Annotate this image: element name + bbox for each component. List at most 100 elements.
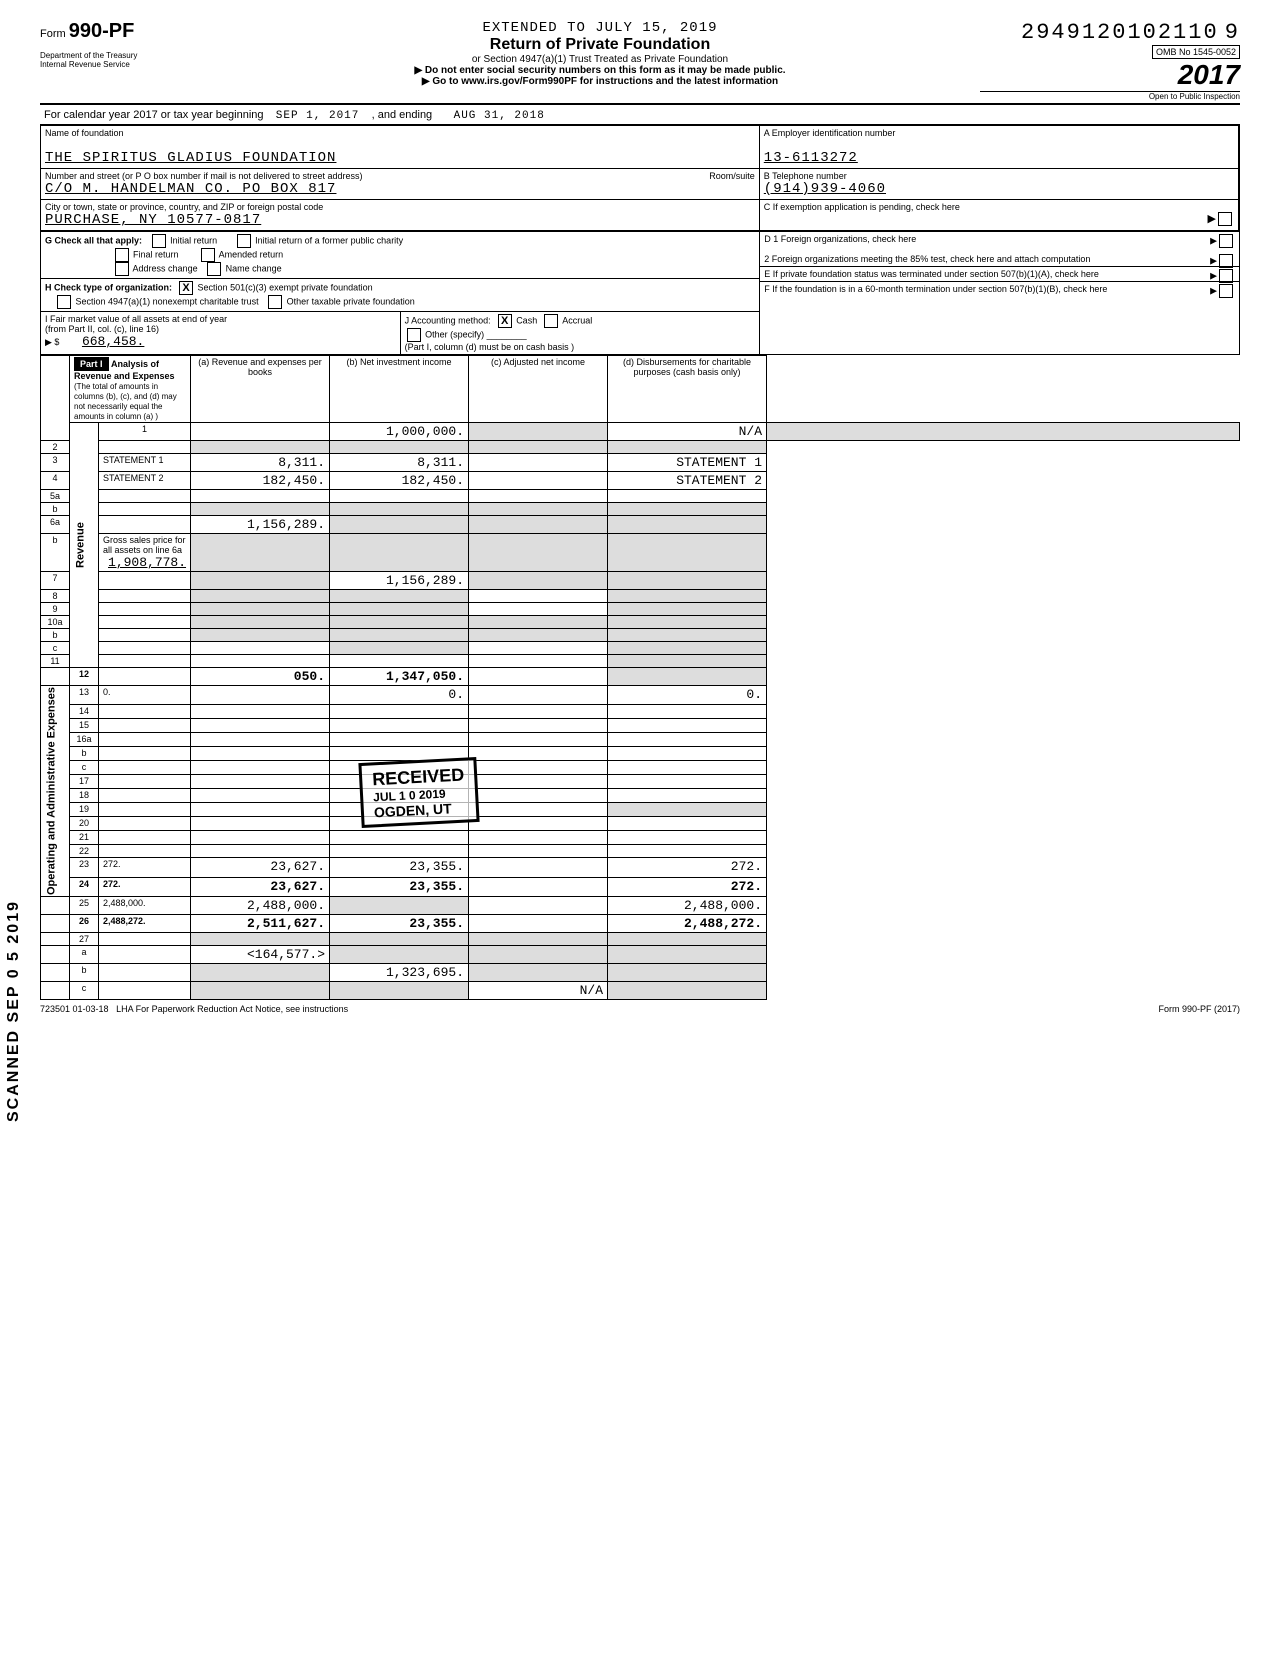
- table-row: 6a1,156,289.: [41, 516, 1240, 534]
- line6b-value: 1,908,778.: [108, 555, 186, 570]
- address-value: C/O M. HANDELMAN CO. PO BOX 817: [45, 181, 755, 197]
- j-cash-checkbox[interactable]: X: [498, 314, 512, 328]
- table-row: 20: [41, 816, 1240, 830]
- table-row: 23272.23,627.23,355.272.: [41, 858, 1240, 877]
- table-row: 24272.23,627.23,355.272.: [41, 877, 1240, 896]
- col-b-header: (b) Net investment income: [330, 356, 469, 423]
- d1-label: D 1 Foreign organizations, check here: [764, 234, 916, 244]
- expenses-label: Operating and Administrative Expenses: [41, 686, 70, 897]
- i-arrow: ▶ $: [45, 337, 59, 347]
- footer-code: 723501 01-03-18: [40, 1004, 109, 1014]
- h-501c3-checkbox[interactable]: X: [179, 281, 193, 295]
- table-row: 15: [41, 719, 1240, 733]
- top-number-suffix: 9: [1225, 20, 1240, 45]
- j-other: Other (specify): [425, 329, 484, 339]
- table-row: 252,488,000.2,488,000.2,488,000.: [41, 897, 1240, 915]
- subtitle-2: ▶ Do not enter social security numbers o…: [220, 65, 980, 76]
- name-label: Name of foundation: [45, 128, 755, 138]
- table-row: bGross sales price for all assets on lin…: [41, 534, 1240, 572]
- table-row: 12050.1,347,050.: [41, 668, 1240, 686]
- table-row: a<164,577.>: [41, 946, 1240, 964]
- ein-label: A Employer identification number: [764, 128, 1234, 138]
- table-row: 4STATEMENT 2182,450.182,450.STATEMENT 2: [41, 472, 1240, 490]
- table-row: b: [41, 503, 1240, 516]
- table-row: 11: [41, 655, 1240, 668]
- table-row: 27: [41, 933, 1240, 946]
- c-label: C If exemption application is pending, c…: [764, 202, 1234, 212]
- address-change-checkbox[interactable]: [115, 262, 129, 276]
- table-row: 71,156,289.: [41, 572, 1240, 590]
- initial-former-checkbox[interactable]: [237, 234, 251, 248]
- ein-value: 13-6113272: [764, 150, 1234, 166]
- e-label: E If private foundation status was termi…: [764, 269, 1099, 279]
- initial-former: Initial return of a former public charit…: [255, 235, 403, 245]
- d2-label: 2 Foreign organizations meeting the 85% …: [764, 254, 1090, 264]
- tax-year: 2017: [980, 59, 1240, 91]
- phone-label: B Telephone number: [764, 171, 1234, 181]
- table-row: Revenue 11,000,000.N/A: [41, 423, 1240, 441]
- form-header: Form 990-PF Department of the Treasury I…: [40, 20, 1240, 101]
- h-other-checkbox[interactable]: [268, 295, 282, 309]
- initial-return-checkbox[interactable]: [152, 234, 166, 248]
- d2-checkbox[interactable]: [1219, 254, 1233, 268]
- subtitle-3: ▶ Go to www.irs.gov/Form990PF for instru…: [220, 76, 980, 87]
- h-other: Other taxable private foundation: [287, 296, 415, 306]
- table-row: 22: [41, 844, 1240, 858]
- extended-to: EXTENDED TO JULY 15, 2019: [220, 20, 980, 36]
- dept-label: Department of the Treasury: [40, 51, 220, 60]
- foundation-name: THE SPIRITUS GLADIUS FOUNDATION: [45, 150, 755, 166]
- table-row: b: [41, 747, 1240, 761]
- room-label: Room/suite: [709, 171, 755, 181]
- table-row: b: [41, 629, 1240, 642]
- top-number: 2949120102110: [1021, 20, 1219, 45]
- table-row: 10a: [41, 616, 1240, 629]
- i-label: I Fair market value of all assets at end…: [45, 314, 227, 324]
- period-mid: , and ending: [372, 109, 433, 121]
- table-row: c: [41, 760, 1240, 774]
- form-title: Return of Private Foundation: [220, 36, 980, 54]
- h-4947: Section 4947(a)(1) nonexempt charitable …: [76, 296, 259, 306]
- f-label: F If the foundation is in a 60-month ter…: [764, 284, 1107, 294]
- city-value: PURCHASE, NY 10577-0817: [45, 212, 755, 228]
- initial-return: Initial return: [170, 235, 217, 245]
- j-other-checkbox[interactable]: [407, 328, 421, 342]
- h-label: H Check type of organization:: [45, 282, 172, 292]
- part1-title: Part I: [74, 357, 109, 371]
- revenue-label: Revenue: [70, 423, 99, 668]
- e-checkbox[interactable]: [1219, 269, 1233, 283]
- h-4947-checkbox[interactable]: [57, 295, 71, 309]
- received-location: OGDEN, UT: [374, 800, 467, 821]
- i-value: 668,458.: [82, 334, 144, 349]
- amended-return: Amended return: [219, 249, 284, 259]
- final-return-checkbox[interactable]: [115, 248, 129, 262]
- table-row: 2: [41, 441, 1240, 454]
- j-cash: Cash: [516, 315, 537, 325]
- table-row: 3STATEMENT 18,311.8,311.STATEMENT 1: [41, 454, 1240, 472]
- city-label: City or town, state or province, country…: [45, 202, 755, 212]
- part1-table: Part I Analysis of Revenue and Expenses …: [40, 355, 1240, 1000]
- footer-form: Form 990-PF (2017): [1158, 1004, 1240, 1014]
- page-footer: 723501 01-03-18 LHA For Paperwork Reduct…: [40, 1004, 1240, 1014]
- d1-checkbox[interactable]: [1219, 234, 1233, 248]
- amended-checkbox[interactable]: [201, 248, 215, 262]
- received-stamp: RECEIVED JUL 1 0 2019 OGDEN, UT: [358, 757, 479, 828]
- f-checkbox[interactable]: [1219, 284, 1233, 298]
- address-label: Number and street (or P O box number if …: [45, 171, 362, 181]
- i-from: (from Part II, col. (c), line 16): [45, 324, 159, 334]
- inspection-label: Open to Public Inspection: [980, 91, 1240, 101]
- phone-value: (914)939-4060: [764, 181, 1234, 197]
- period-end: AUG 31, 2018: [454, 110, 545, 122]
- table-row: 8: [41, 590, 1240, 603]
- part1-note: (The total of amounts in columns (b), (c…: [74, 382, 177, 421]
- col-d-header: (d) Disbursements for charitable purpose…: [608, 356, 767, 423]
- c-checkbox[interactable]: [1218, 212, 1232, 226]
- address-change: Address change: [133, 263, 198, 273]
- table-row: 14: [41, 705, 1240, 719]
- col-c-header: (c) Adjusted net income: [469, 356, 608, 423]
- period-row: For calendar year 2017 or tax year begin…: [40, 107, 1240, 125]
- form-number: 990-PF: [69, 20, 135, 42]
- period-label: For calendar year 2017 or tax year begin…: [44, 109, 264, 121]
- name-change-checkbox[interactable]: [207, 262, 221, 276]
- g-label: G Check all that apply:: [45, 235, 142, 245]
- j-accrual-checkbox[interactable]: [544, 314, 558, 328]
